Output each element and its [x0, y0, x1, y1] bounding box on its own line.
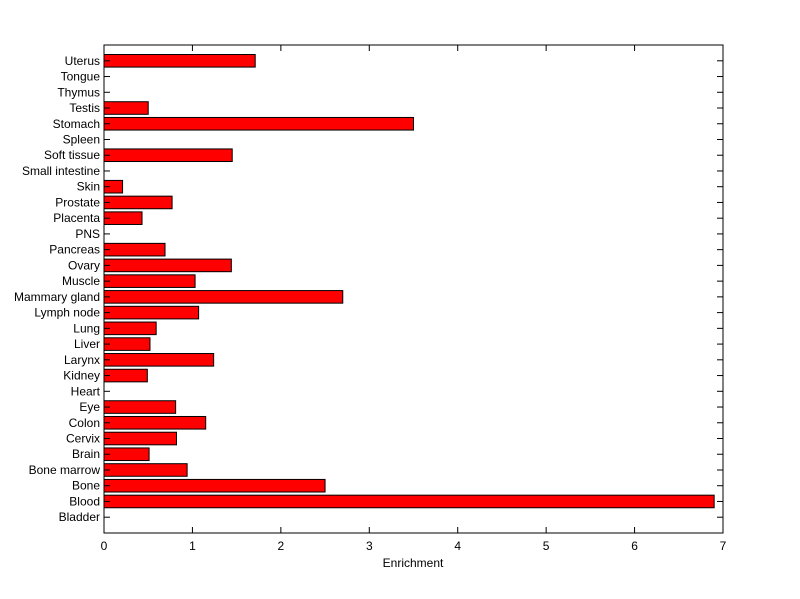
- y-tick-label-skin: Skin: [77, 180, 100, 194]
- bar-uterus: [103, 54, 256, 68]
- y-tick-label-soft-tissue: Soft tissue: [44, 148, 100, 162]
- y-tick-label-small-intestine: Small intestine: [22, 164, 100, 178]
- y-tick-label-ovary: Ovary: [68, 258, 100, 272]
- bar-eye: [103, 400, 177, 414]
- plot-frame: [103, 44, 724, 534]
- y-tick-label-lymph-node: Lymph node: [34, 306, 100, 320]
- y-tick-label-brain: Brain: [72, 447, 100, 461]
- bar-larynx: [103, 353, 215, 367]
- bar-kidney: [103, 368, 148, 383]
- x-tick-label-1: 1: [189, 539, 196, 553]
- x-axis-title: Enrichment: [383, 556, 444, 570]
- bar-blood: [103, 494, 715, 509]
- bar-muscle: [103, 274, 196, 288]
- y-tick-label-blood: Blood: [69, 494, 100, 508]
- bar-brain: [103, 447, 150, 462]
- bar-liver: [103, 337, 151, 351]
- y-tick-label-spleen: Spleen: [63, 132, 100, 146]
- bar-prostate: [103, 195, 173, 210]
- y-tick-label-tongue: Tongue: [61, 70, 101, 84]
- bar-lymph-node: [103, 305, 200, 320]
- y-tick-label-eye: Eye: [79, 400, 100, 414]
- bar-lung: [103, 321, 157, 336]
- y-tick-label-larynx: Larynx: [64, 353, 100, 367]
- y-tick-label-muscle: Muscle: [62, 274, 100, 288]
- bar-mammary-gland: [103, 290, 344, 304]
- y-tick-label-heart: Heart: [71, 384, 101, 398]
- y-tick-label-testis: Testis: [69, 101, 100, 115]
- y-tick-label-thymus: Thymus: [57, 85, 100, 99]
- bar-colon: [103, 415, 207, 430]
- y-tick-label-uterus: Uterus: [65, 54, 100, 68]
- y-tick-label-bone-marrow: Bone marrow: [29, 463, 101, 477]
- y-tick-label-colon: Colon: [69, 416, 100, 430]
- bar-ovary: [103, 258, 232, 273]
- x-tick-label-2: 2: [278, 539, 285, 553]
- x-tick-label-7: 7: [720, 539, 727, 553]
- x-tick-label-5: 5: [543, 539, 550, 553]
- bars-group: [103, 54, 715, 509]
- bar-stomach: [103, 116, 414, 131]
- x-tick-label-0: 0: [101, 539, 108, 553]
- x-tick-label-6: 6: [631, 539, 638, 553]
- bar-bone-marrow: [103, 463, 188, 477]
- x-axis: 0 1 2 3 4 5 6 7: [101, 45, 727, 553]
- y-tick-label-mammary-gland: Mammary gland: [14, 290, 100, 304]
- y-tick-label-liver: Liver: [74, 337, 100, 351]
- bar-cervix: [103, 431, 178, 446]
- y-tick-label-bone: Bone: [72, 479, 100, 493]
- x-tick-label-4: 4: [454, 539, 461, 553]
- y-tick-label-pns: PNS: [75, 227, 100, 241]
- y-tick-label-placenta: Placenta: [53, 211, 100, 225]
- y-tick-label-cervix: Cervix: [66, 432, 100, 446]
- bar-testis: [103, 101, 149, 115]
- bar-soft-tissue: [103, 148, 233, 163]
- y-tick-label-pancreas: Pancreas: [49, 243, 100, 257]
- y-tick-label-kidney: Kidney: [63, 369, 100, 383]
- y-tick-label-lung: Lung: [73, 321, 100, 335]
- y-tick-label-prostate: Prostate: [55, 195, 100, 209]
- y-tick-label-bladder: Bladder: [59, 510, 100, 524]
- x-tick-label-3: 3: [366, 539, 373, 553]
- bar-bone: [103, 478, 326, 493]
- y-tick-label-stomach: Stomach: [53, 117, 100, 131]
- bar-pancreas: [103, 242, 166, 257]
